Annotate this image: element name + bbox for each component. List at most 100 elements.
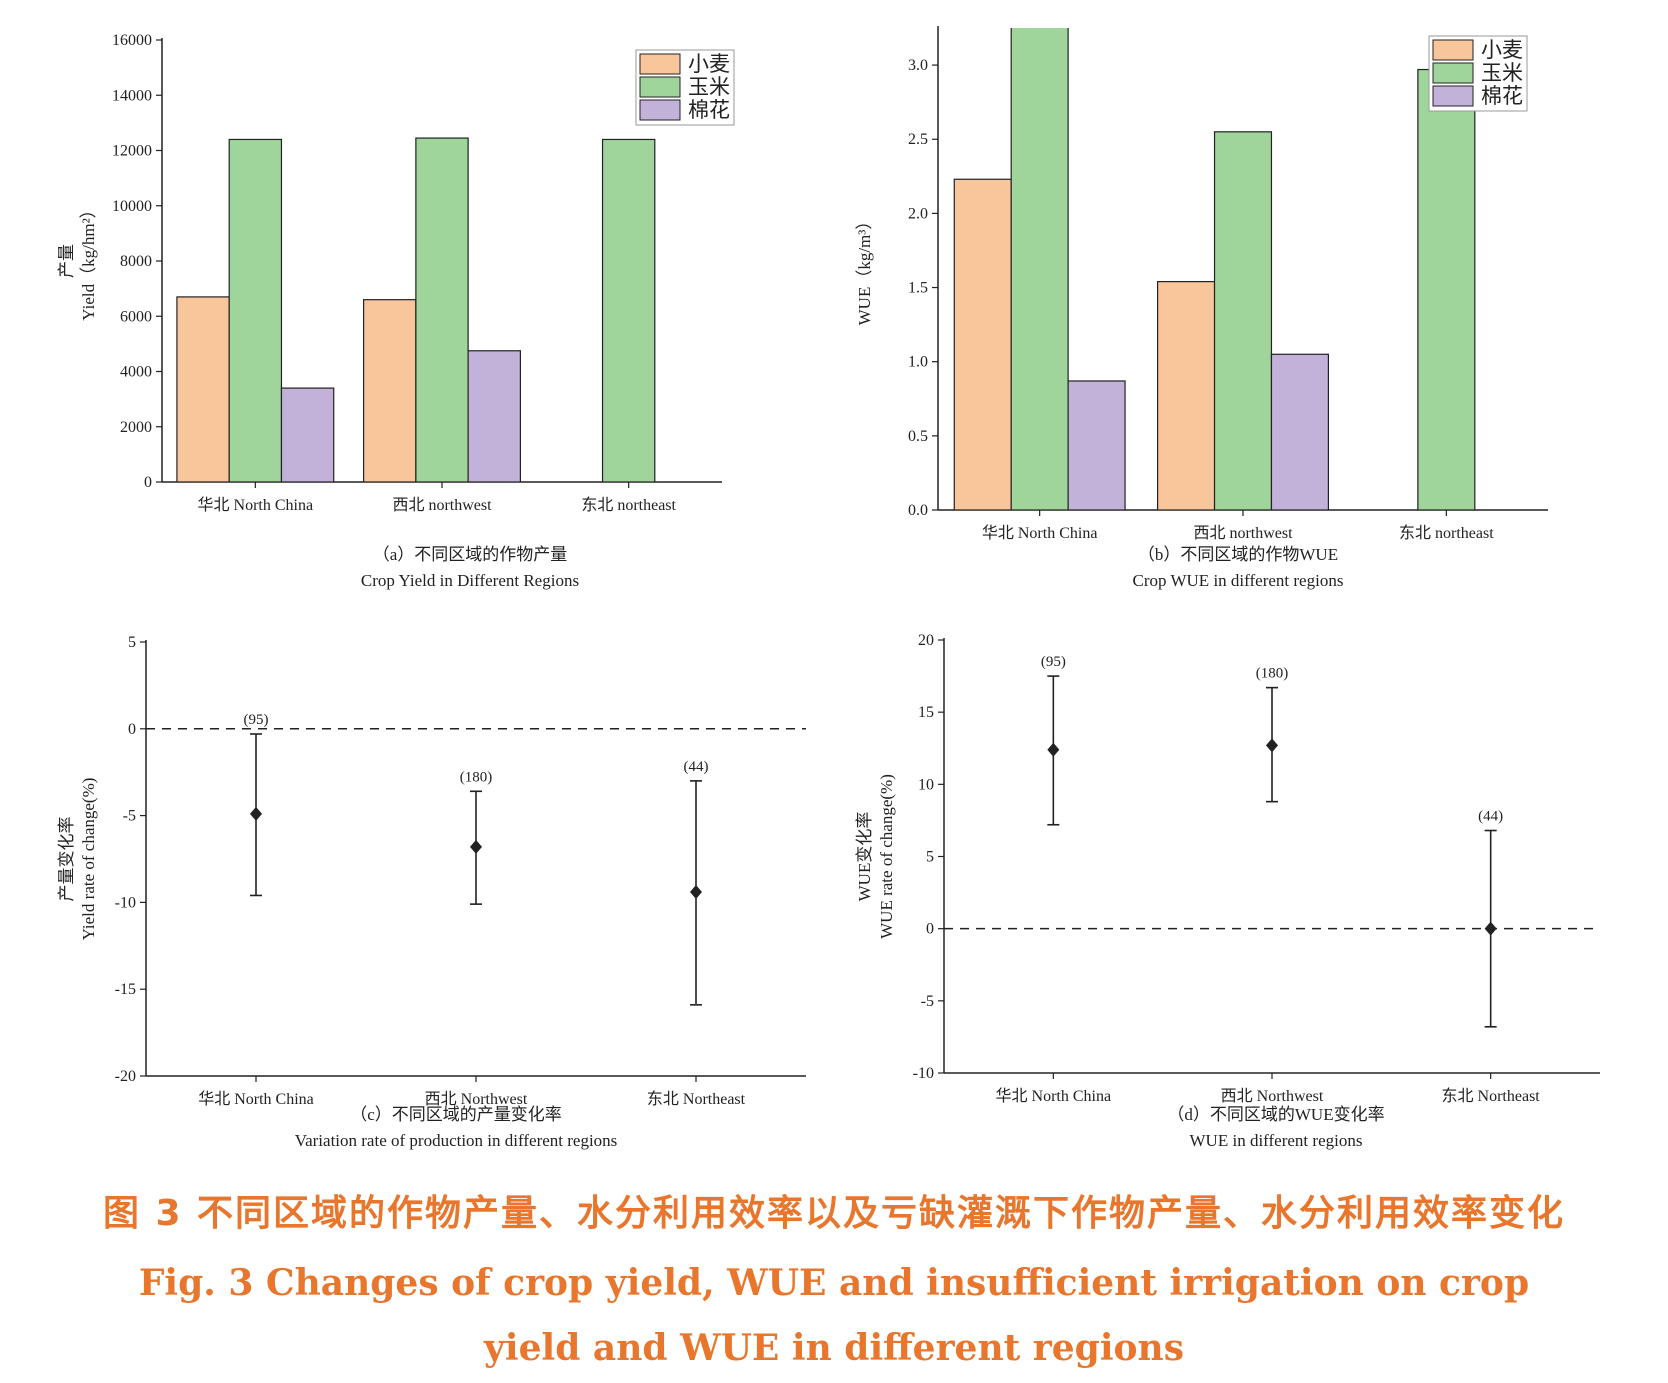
panel-c-y-tick-label: -5 [123, 808, 136, 825]
panel-c-y-tick-label: 0 [128, 721, 136, 738]
panel-a-y-tick-label: 12000 [112, 143, 152, 160]
panel-b-legend-swatch-0 [1432, 39, 1474, 61]
panel-d-x-tick-label: 华北 North China [996, 1087, 1112, 1105]
panel-d-y-tick-label: 10 [918, 776, 934, 793]
panel-b-y-tick-label: 0.5 [908, 428, 928, 445]
panel-a-legend-label-2: 棉花 [688, 98, 730, 122]
panel-c-caption-chinese: （c）不同区域的产量变化率 [350, 1105, 562, 1124]
panel-d-mean-marker-2 [1484, 921, 1497, 936]
panel-a-bar-0-0 [176, 296, 230, 482]
panel-a-bar-1-1 [415, 137, 469, 482]
panel-a-x-tick-label: 西北 northwest [392, 496, 492, 514]
panel-b-bar-2-1 [1270, 353, 1330, 510]
panel-b-y-tick-label: 3.0 [908, 57, 928, 74]
panel-b-caption-english: Crop WUE in different regions [1133, 571, 1344, 590]
panel-c-x-tick-label: 华北 North China [198, 1090, 314, 1108]
panel-a-y-tick-label: 4000 [120, 364, 152, 381]
panel-a-legend-swatch-2 [639, 99, 681, 121]
panel-b-x-tick-label: 华北 North China [982, 524, 1098, 542]
panel-a-legend-swatch-1 [639, 76, 681, 98]
panel-a-y-tick-label: 10000 [112, 198, 152, 215]
panel-d-x-tick-label: 东北 Northeast [1442, 1087, 1541, 1105]
figure-caption-chinese: 图 3 不同区域的作物产量、水分利用效率以及亏缺灌溉下作物产量、水分利用效率变化 [103, 1192, 1565, 1234]
panel-c-mean-marker-2 [690, 884, 702, 899]
panel-d-y-tick-label: -10 [913, 1065, 934, 1082]
panel-b-bars [953, 28, 1476, 510]
panel-a-x-tick-label: 华北 North China [198, 496, 314, 514]
panel-d-y-tick-label: -5 [921, 993, 934, 1010]
panel-c-caption-english: Variation rate of production in differen… [295, 1131, 618, 1150]
panel-a-y-tick-label: 0 [144, 474, 152, 491]
panel-c-y-tick-label: -15 [115, 981, 136, 998]
panel-a-y-axis-label: Yield（kg/hm²） [79, 201, 98, 320]
panel-b-legend-label-0: 小麦 [1481, 38, 1523, 62]
panel-a-x-tick-label: 东北 northeast [581, 496, 676, 514]
panel-a-crop-yield-chart: 0 2000 4000 6000 8000 10000 12000 14000 16000 华北 … [57, 32, 735, 590]
panel-a-y-tick-label: 14000 [112, 87, 152, 104]
panel-b-y-axis-label: WUE（kg/m³） [855, 213, 874, 326]
panel-d-wue-change-chart: -10 -5 0 5 10 15 20 (95) (180) (44) 华北 North China… [855, 632, 1600, 1150]
panel-d-y-axis-label: WUE rate of change(%) [877, 774, 896, 939]
panel-a-y-axis-label-chinese: 产量 [57, 244, 76, 278]
panel-a-y-tick-label: 2000 [120, 419, 152, 436]
panel-d-sample-count-0: (95) [1041, 654, 1066, 670]
panel-a-y-tick-label: 6000 [120, 308, 152, 325]
panel-a-y-tick-label: 8000 [120, 253, 152, 270]
panel-a-bar-1-2 [601, 138, 656, 482]
panel-a-bar-2-1 [467, 350, 521, 482]
panel-d-sample-count-2: (44) [1478, 809, 1503, 825]
panel-b-x-tick-label: 西北 northwest [1193, 524, 1293, 542]
panel-d-x-tick-label: 西北 Northwest [1221, 1087, 1324, 1105]
panel-a-bars [176, 137, 656, 482]
panel-a-bar-0-1 [363, 299, 417, 482]
panel-c-sample-count-0: (95) [244, 712, 269, 728]
panel-b-crop-wue-chart: 0.0 0.5 1.0 1.5 2.0 2.5 3.0 华北 North China 西北 no… [855, 26, 1548, 590]
panel-b-y-tick-label: 2.5 [908, 131, 928, 148]
panel-b-bar-0-1 [1156, 281, 1216, 510]
panel-c-sample-count-2: (44) [684, 759, 709, 775]
panel-b-legend-label-1: 玉米 [1481, 61, 1523, 85]
panel-a-legend-label-0: 小麦 [688, 52, 730, 76]
panel-d-y-tick-label: 5 [926, 849, 934, 866]
panel-c-y-axis-label: Yield rate of change(%) [79, 778, 98, 941]
panel-a-legend-swatch-0 [639, 53, 681, 75]
panel-d-y-tick-label: 15 [918, 704, 934, 721]
panel-c-yield-change-chart: -20 -15 -10 -5 0 5 (95) (180) (44) 华北 North China… [57, 634, 806, 1150]
panel-c-mean-marker-0 [250, 806, 262, 821]
panel-c-y-axis-label-chinese: 产量变化率 [57, 817, 76, 902]
panel-c-x-tick-label: 东北 Northeast [647, 1090, 746, 1108]
panel-a-bar-1-0 [228, 138, 283, 482]
panel-b-bar-1-0 [1010, 28, 1069, 510]
panel-d-y-tick-label: 0 [926, 921, 934, 938]
panel-b-bar-1-1 [1213, 131, 1273, 510]
panel-b-bar-0-0 [953, 178, 1012, 510]
panel-c-x-tick-label: 西北 Northwest [425, 1090, 528, 1108]
panel-b-bar-2-0 [1067, 380, 1126, 510]
panel-d-caption-chinese: （d）不同区域的WUE变化率 [1167, 1105, 1384, 1124]
panel-c-y-tick-label: 5 [128, 634, 136, 651]
panel-b-legend-label-2: 棉花 [1481, 84, 1523, 108]
panel-c-sample-count-1: (180) [460, 769, 493, 785]
panel-b-bar-1-2 [1417, 68, 1476, 510]
figure-caption-english-line2: yield and WUE in different regions [483, 1327, 1184, 1369]
panel-a-legend-label-1: 玉米 [688, 75, 730, 99]
panel-a-caption-english: Crop Yield in Different Regions [361, 571, 579, 590]
panel-b-y-tick-label: 1.5 [908, 280, 928, 297]
panel-d-sample-count-1: (180) [1256, 666, 1289, 682]
panel-b-y-tick-label: 0.0 [908, 502, 928, 519]
panel-a-caption-chinese: （a）不同区域的作物产量 [373, 545, 568, 564]
panel-a-bar-2-0 [280, 387, 335, 482]
panel-c-y-tick-label: -10 [115, 894, 136, 911]
panel-c-mean-marker-1 [470, 839, 482, 854]
panel-b-legend-swatch-1 [1432, 62, 1474, 84]
panel-b-caption-chinese: （b）不同区域的作物WUE [1138, 545, 1338, 564]
panel-b-y-tick-label: 1.0 [908, 354, 928, 371]
panel-b-legend-swatch-2 [1432, 85, 1474, 107]
panel-d-y-axis-label-chinese: WUE变化率 [855, 812, 874, 902]
panel-d-y-tick-label: 20 [918, 632, 934, 649]
figure-caption: 图 3 不同区域的作物产量、水分利用效率以及亏缺灌溉下作物产量、水分利用效率变化… [103, 1192, 1565, 1369]
panel-b-y-tick-label: 2.0 [908, 205, 928, 222]
panel-b-x-tick-label: 东北 northeast [1399, 524, 1494, 542]
